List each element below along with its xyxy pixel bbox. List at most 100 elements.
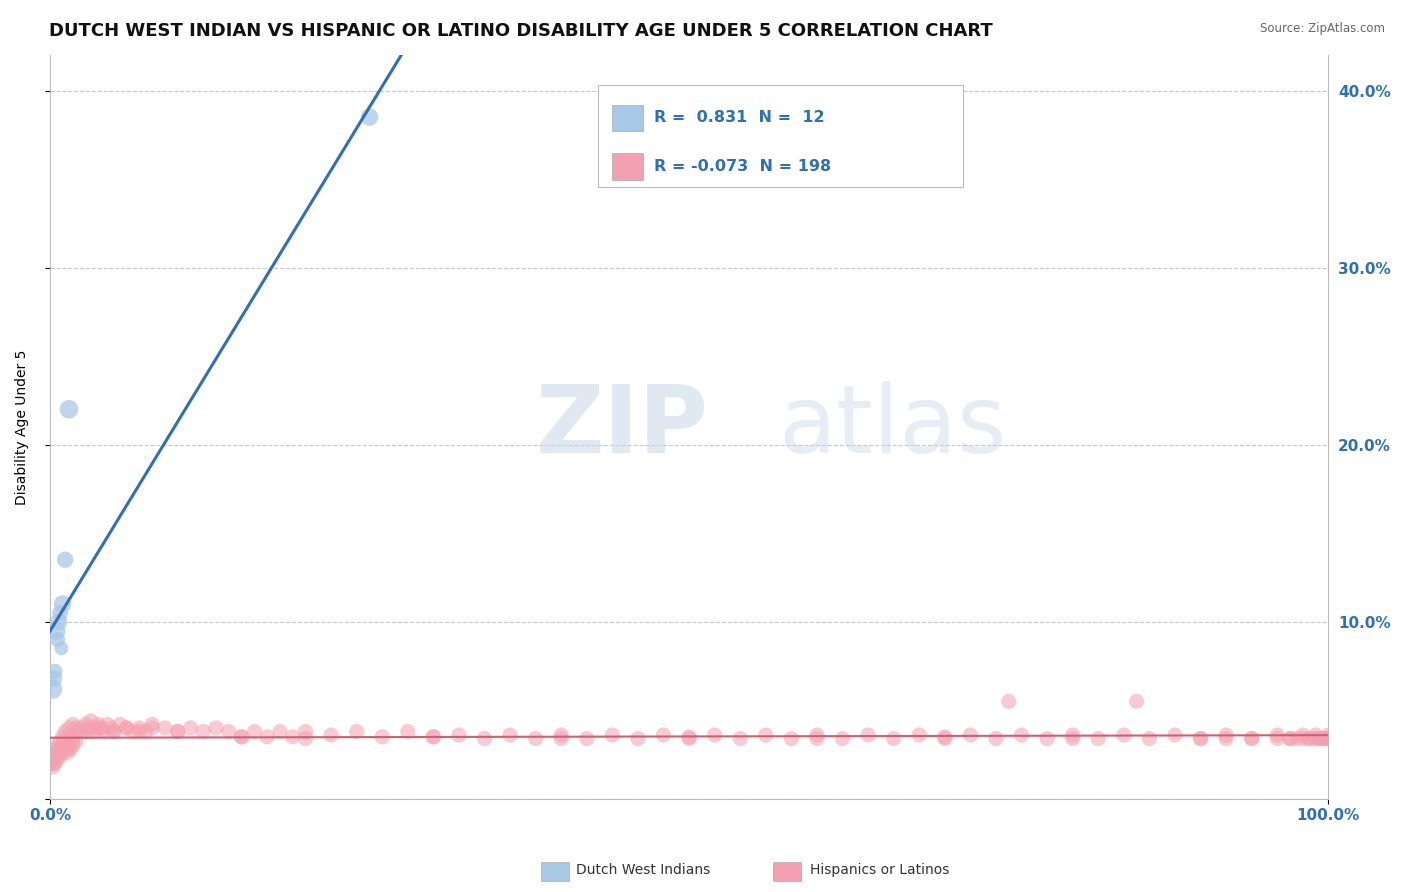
- Point: [550, 731, 572, 746]
- Point: [45, 747, 67, 762]
- Point: [96, 717, 118, 731]
- Point: [80, 714, 103, 728]
- Point: [959, 728, 981, 742]
- Point: [396, 724, 419, 739]
- Point: [128, 721, 150, 735]
- Point: [58, 730, 80, 744]
- Point: [550, 728, 572, 742]
- Point: [1125, 694, 1147, 708]
- Point: [1309, 731, 1331, 746]
- Point: [39, 756, 62, 771]
- Point: [1317, 728, 1340, 742]
- Point: [231, 730, 253, 744]
- Point: [60, 735, 83, 749]
- Point: [49, 735, 72, 749]
- Point: [243, 724, 266, 739]
- Point: [65, 735, 87, 749]
- Point: [66, 724, 89, 739]
- Point: [52, 730, 75, 744]
- Point: [205, 721, 228, 735]
- Point: [51, 739, 73, 753]
- Point: [218, 724, 240, 739]
- Point: [984, 731, 1007, 746]
- Point: [52, 597, 75, 611]
- Point: [256, 730, 278, 744]
- Point: [44, 756, 66, 771]
- Point: [321, 728, 343, 742]
- Point: [627, 731, 650, 746]
- Point: [1215, 728, 1237, 742]
- Point: [49, 606, 72, 620]
- Text: ZIP: ZIP: [536, 381, 709, 473]
- Point: [1011, 728, 1033, 742]
- Point: [499, 728, 522, 742]
- Point: [53, 553, 76, 567]
- Point: [44, 665, 66, 679]
- Point: [281, 730, 304, 744]
- Point: [59, 742, 82, 756]
- Point: [122, 724, 145, 739]
- Point: [46, 753, 69, 767]
- Point: [474, 731, 496, 746]
- Point: [51, 641, 73, 656]
- Point: [65, 721, 87, 735]
- Point: [934, 730, 956, 744]
- Point: [44, 742, 66, 756]
- Point: [58, 721, 80, 735]
- Point: [77, 724, 100, 739]
- Point: [1087, 731, 1109, 746]
- Point: [1310, 731, 1333, 746]
- Point: [62, 739, 84, 753]
- Point: [1315, 731, 1337, 746]
- Point: [179, 721, 201, 735]
- Point: [87, 717, 110, 731]
- Point: [806, 728, 828, 742]
- Point: [93, 724, 115, 739]
- Point: [652, 728, 675, 742]
- Point: [997, 694, 1019, 708]
- Point: [70, 724, 93, 739]
- Point: [1305, 728, 1327, 742]
- Point: [346, 724, 368, 739]
- Point: [115, 721, 138, 735]
- Point: [75, 717, 97, 731]
- Point: [1305, 731, 1327, 746]
- Point: [128, 724, 150, 739]
- Point: [422, 730, 444, 744]
- Point: [141, 721, 163, 735]
- Point: [53, 724, 76, 739]
- Point: [908, 728, 931, 742]
- Point: [166, 724, 188, 739]
- Text: Dutch West Indians: Dutch West Indians: [576, 863, 710, 877]
- Text: DUTCH WEST INDIAN VS HISPANIC OR LATINO DISABILITY AGE UNDER 5 CORRELATION CHART: DUTCH WEST INDIAN VS HISPANIC OR LATINO …: [49, 22, 993, 40]
- Point: [730, 731, 752, 746]
- Point: [1112, 728, 1135, 742]
- Point: [831, 731, 853, 746]
- Point: [1215, 731, 1237, 746]
- Point: [83, 724, 105, 739]
- Point: [678, 730, 700, 744]
- Point: [77, 721, 100, 735]
- Point: [1298, 731, 1320, 746]
- Point: [780, 731, 803, 746]
- Point: [115, 721, 138, 735]
- Point: [103, 724, 125, 739]
- Point: [103, 724, 125, 739]
- Point: [447, 728, 470, 742]
- Point: [45, 624, 67, 638]
- Point: [1279, 731, 1302, 746]
- Point: [58, 402, 80, 417]
- Text: Hispanics or Latinos: Hispanics or Latinos: [810, 863, 949, 877]
- Point: [41, 681, 63, 696]
- Point: [83, 721, 105, 735]
- Point: [575, 731, 598, 746]
- Text: Source: ZipAtlas.com: Source: ZipAtlas.com: [1260, 22, 1385, 36]
- Point: [371, 730, 394, 744]
- Point: [1279, 731, 1302, 746]
- Point: [70, 721, 93, 735]
- Point: [422, 730, 444, 744]
- Point: [1240, 731, 1263, 746]
- Point: [90, 721, 112, 735]
- Point: [1036, 731, 1059, 746]
- Point: [602, 728, 624, 742]
